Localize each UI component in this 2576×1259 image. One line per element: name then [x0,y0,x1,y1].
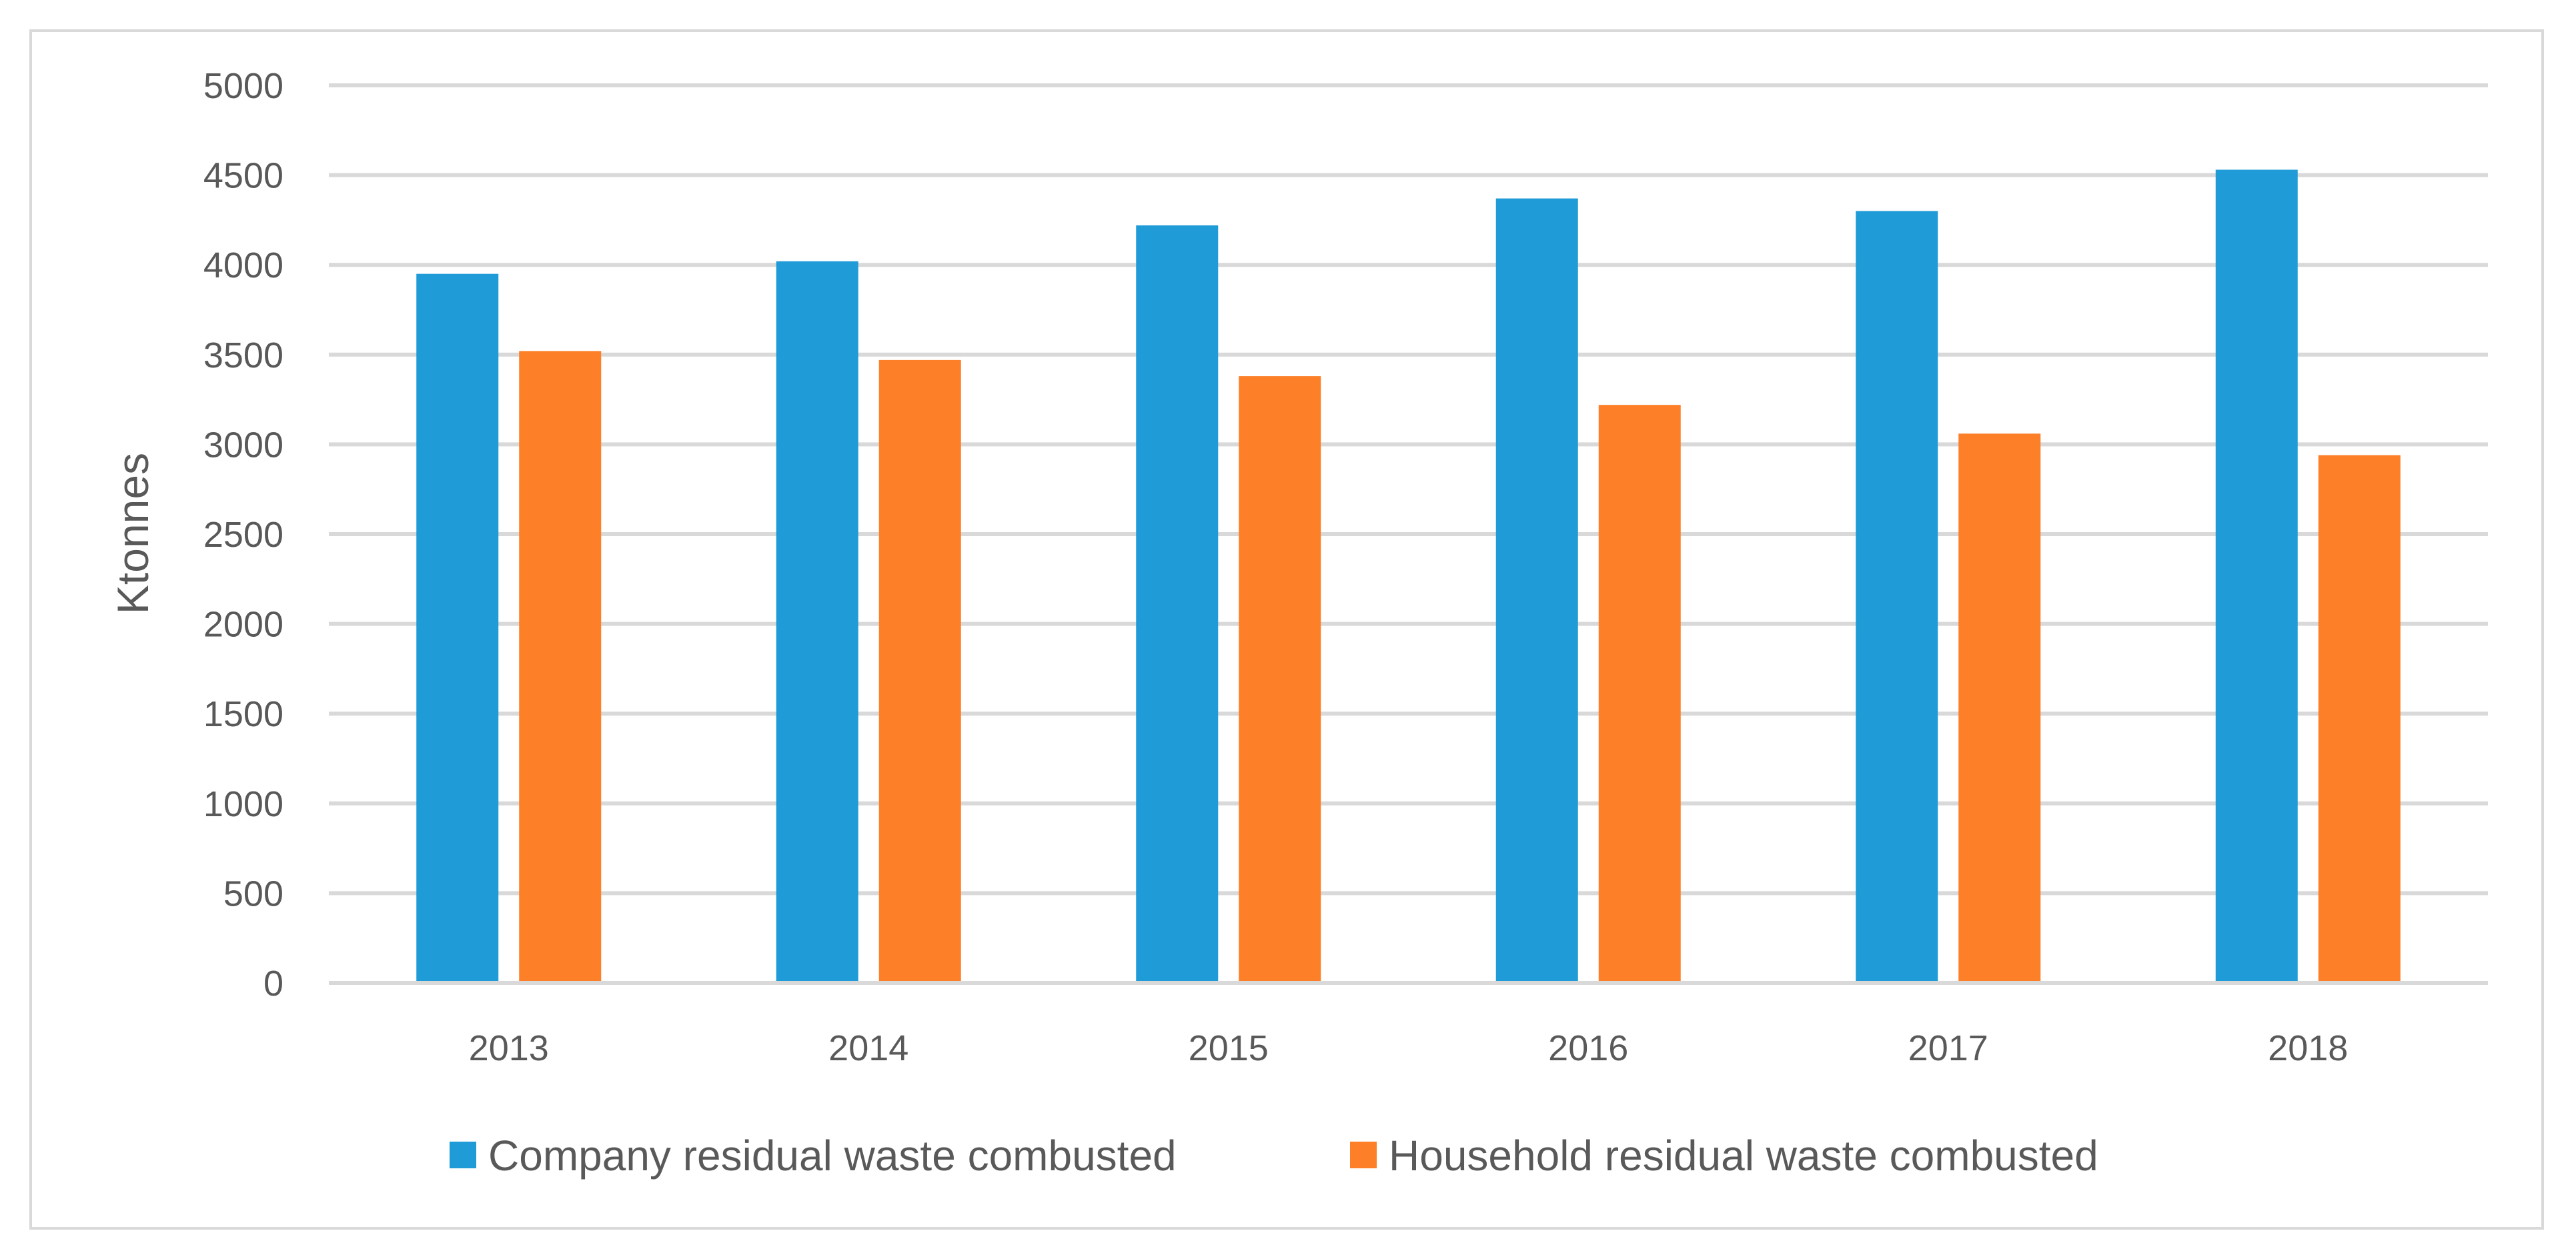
x-tick-label: 2015 [1189,1028,1269,1068]
legend-swatch [1350,1142,1377,1168]
legend-label: Company residual waste combusted [488,1132,1177,1180]
bar-company-2014 [776,261,858,983]
bar-company-2018 [2215,169,2298,983]
x-tick-label: 2013 [469,1028,549,1068]
bar-household-2013 [519,351,602,983]
gridlines [329,83,2488,896]
x-tick-label: 2016 [1548,1028,1628,1068]
y-tick-label: 500 [223,874,283,914]
bar-household-2014 [878,359,961,983]
x-tick-label: 2017 [1908,1028,1988,1068]
y-tick-label: 2000 [203,605,283,645]
y-tick-label: 1500 [203,694,283,734]
bar-company-2013 [416,273,499,983]
bar-household-2017 [1958,433,2041,983]
legend: Company residual waste combusted Househol… [450,1132,2098,1180]
y-tick-label: 3000 [203,425,283,465]
bar-company-2016 [1495,198,1578,984]
bar-household-2018 [2318,455,2401,983]
y-axis-title: Ktonnes [108,453,157,614]
y-tick-label: 4500 [203,156,283,196]
y-tick-label: 4000 [203,245,283,285]
bar-household-2016 [1598,405,1681,983]
bar-household-2015 [1239,376,1321,983]
bar-company-2017 [1856,211,1938,984]
y-tick-label: 1000 [203,784,283,824]
bar-company-2015 [1136,225,1219,983]
y-tick-label: 2500 [203,515,283,555]
y-tick-label: 5000 [203,66,283,106]
x-tick-label: 2014 [828,1028,908,1068]
y-tick-label: 3500 [203,335,283,375]
bars [416,169,2401,984]
legend-swatch [450,1142,476,1168]
x-tick-label: 2018 [2268,1028,2348,1068]
x-axis-ticks: 2013 2014 2015 2016 2017 2018 [469,1028,2349,1068]
legend-label: Household residual waste combusted [1389,1132,2098,1180]
y-axis-ticks: 0 500 1000 1500 2000 2500 3000 3500 4000 4500 5000 [203,66,283,1004]
y-tick-label: 0 [263,964,283,1004]
